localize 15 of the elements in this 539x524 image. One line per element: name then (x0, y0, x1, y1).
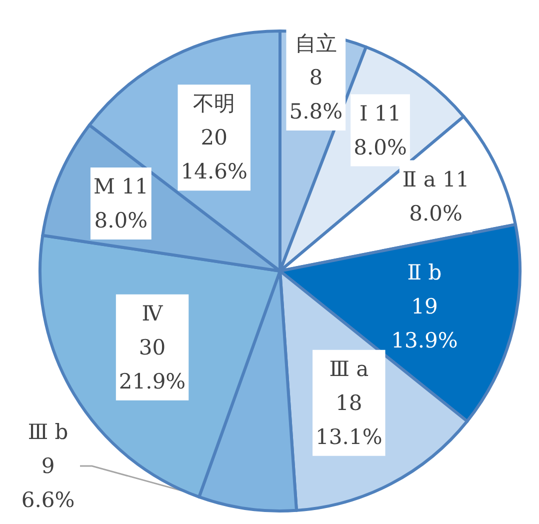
data-label: 9 6.6% (21, 454, 75, 512)
slice-label: Ⅰ 11 8.0% (354, 101, 407, 160)
slice-label: 自立 (294, 32, 337, 56)
slice-label: Ⅲ b (28, 420, 68, 444)
slice-label: 不明 (193, 92, 236, 116)
slice-label: Ⅳ (142, 301, 164, 326)
data-label: 18 13.1% (316, 390, 382, 449)
data-label: 8 5.8% (289, 66, 343, 124)
slice-label: Ⅱ a 11 8.0% (402, 167, 470, 226)
data-label: 30 21.9% (118, 335, 186, 394)
slice-label: Ⅱ b (407, 260, 442, 284)
data-label: 19 13.9% (391, 294, 458, 352)
data-label: 20 14.6% (180, 126, 248, 184)
slice-label: Ⅲ a (329, 356, 369, 381)
slice-label: M 11 8.0% (93, 174, 148, 232)
